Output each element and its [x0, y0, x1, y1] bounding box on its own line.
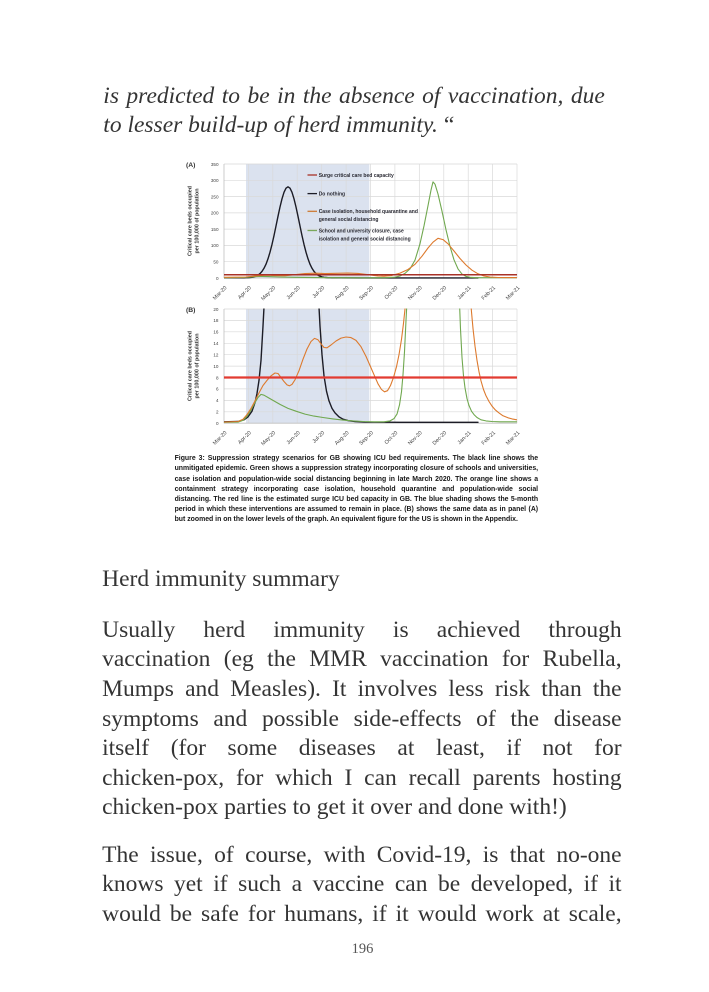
svg-text:Apr-20: Apr-20 — [237, 430, 253, 446]
svg-text:250: 250 — [211, 194, 219, 199]
svg-text:School and university closure,: School and university closure, case — [319, 228, 404, 234]
svg-text:Nov-20: Nov-20 — [407, 285, 424, 302]
svg-text:Feb-21: Feb-21 — [481, 285, 497, 301]
svg-text:Aug-20: Aug-20 — [334, 430, 351, 447]
svg-text:per 100,000 of population: per 100,000 of population — [195, 333, 201, 398]
svg-text:(A): (A) — [186, 162, 195, 169]
svg-text:16: 16 — [213, 330, 219, 335]
svg-text:Jan-21: Jan-21 — [457, 430, 473, 446]
svg-text:Aug-20: Aug-20 — [334, 285, 351, 302]
svg-text:Oct-20: Oct-20 — [384, 430, 400, 446]
svg-text:Sep-20: Sep-20 — [358, 430, 375, 447]
svg-text:Case isolation, household quar: Case isolation, household quarantine and — [319, 209, 418, 215]
svg-text:May-20: May-20 — [260, 285, 277, 302]
svg-text:10: 10 — [213, 364, 219, 369]
svg-text:general social distancing: general social distancing — [319, 217, 379, 223]
svg-text:100: 100 — [211, 243, 219, 248]
svg-text:8: 8 — [216, 375, 219, 380]
svg-text:150: 150 — [211, 227, 219, 232]
svg-text:Critical care beds occupied: Critical care beds occupied — [188, 186, 194, 256]
svg-text:Mar-20: Mar-20 — [212, 430, 228, 446]
svg-text:50: 50 — [213, 260, 219, 265]
svg-text:4: 4 — [216, 398, 219, 403]
svg-text:0: 0 — [216, 421, 219, 426]
svg-text:350: 350 — [211, 162, 219, 167]
svg-text:per 100,000 of population: per 100,000 of population — [195, 188, 201, 253]
svg-text:Sep-20: Sep-20 — [358, 285, 375, 302]
svg-text:Do nothing: Do nothing — [319, 192, 345, 198]
svg-text:Critical care beds occupied: Critical care beds occupied — [188, 331, 194, 401]
svg-text:Jul-20: Jul-20 — [311, 430, 326, 445]
svg-text:6: 6 — [216, 387, 219, 392]
svg-text:Surge critical care bed capaci: Surge critical care bed capacity — [319, 173, 394, 179]
svg-text:18: 18 — [213, 318, 219, 323]
svg-text:0: 0 — [216, 276, 219, 281]
svg-text:Dec-20: Dec-20 — [432, 430, 449, 447]
svg-text:300: 300 — [211, 178, 219, 183]
svg-text:2: 2 — [216, 410, 219, 415]
svg-text:Jul-20: Jul-20 — [311, 285, 326, 300]
svg-text:14: 14 — [213, 341, 219, 346]
svg-text:200: 200 — [211, 211, 219, 216]
svg-text:Jun-20: Jun-20 — [286, 285, 302, 301]
svg-text:Dec-20: Dec-20 — [432, 285, 449, 302]
svg-text:isolation and general social d: isolation and general social distancing — [319, 236, 411, 242]
svg-text:20: 20 — [213, 307, 219, 312]
svg-text:Jun-20: Jun-20 — [286, 430, 302, 446]
svg-text:Nov-20: Nov-20 — [407, 430, 424, 447]
svg-text:Oct-20: Oct-20 — [384, 285, 400, 301]
svg-text:Apr-20: Apr-20 — [237, 285, 253, 301]
svg-text:(B): (B) — [186, 307, 195, 314]
svg-text:Mar-20: Mar-20 — [212, 285, 228, 301]
svg-text:May-20: May-20 — [260, 430, 277, 447]
svg-text:12: 12 — [213, 353, 219, 358]
svg-text:Mar-21: Mar-21 — [505, 285, 521, 301]
svg-text:Jan-21: Jan-21 — [457, 285, 473, 301]
svg-text:Feb-21: Feb-21 — [481, 430, 497, 446]
svg-text:Mar-21: Mar-21 — [505, 430, 521, 446]
